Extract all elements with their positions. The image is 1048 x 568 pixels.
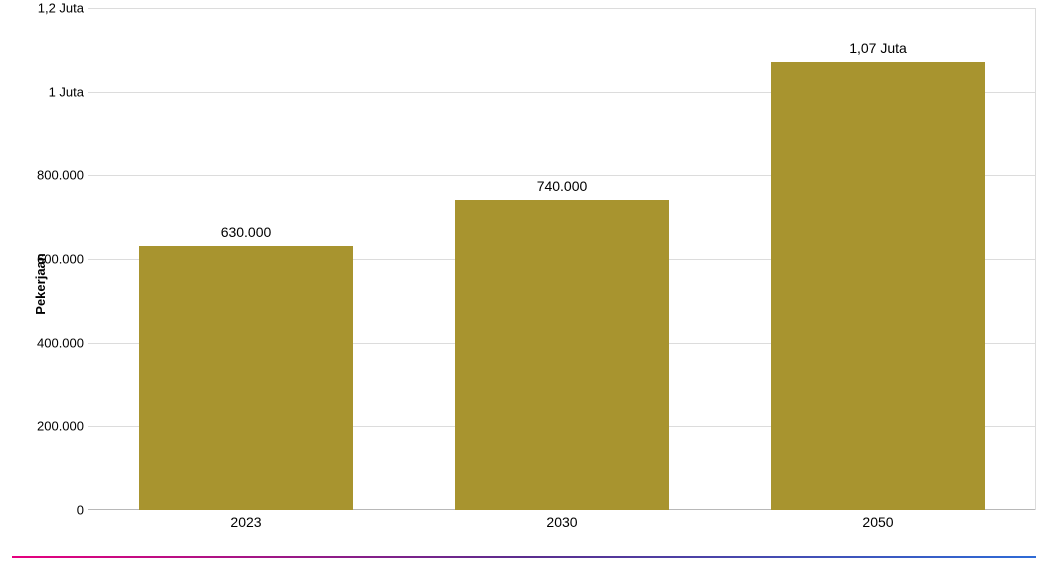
- gridline: [88, 8, 1035, 9]
- ytick-label: 600.000: [10, 252, 84, 267]
- bar: [139, 246, 354, 510]
- ytick-label: 800.000: [10, 168, 84, 183]
- xtick-label: 2050: [778, 514, 978, 530]
- decorative-gradient-line: [12, 556, 1036, 558]
- plot-area: [88, 8, 1036, 510]
- ytick-label: 400.000: [10, 335, 84, 350]
- bar-value-label: 740.000: [462, 178, 662, 194]
- bar-chart: Pekerjaan: [0, 0, 1048, 568]
- xtick-label: 2023: [146, 514, 346, 530]
- bar: [455, 200, 670, 510]
- ytick-label: 200.000: [10, 419, 84, 434]
- bar-value-label: 630.000: [146, 224, 346, 240]
- bar: [771, 62, 986, 510]
- xtick-label: 2030: [462, 514, 662, 530]
- ytick-label: 1 Juta: [10, 84, 84, 99]
- ytick-label: 0: [10, 503, 84, 518]
- ytick-label: 1,2 Juta: [10, 1, 84, 16]
- bar-value-label: 1,07 Juta: [778, 40, 978, 56]
